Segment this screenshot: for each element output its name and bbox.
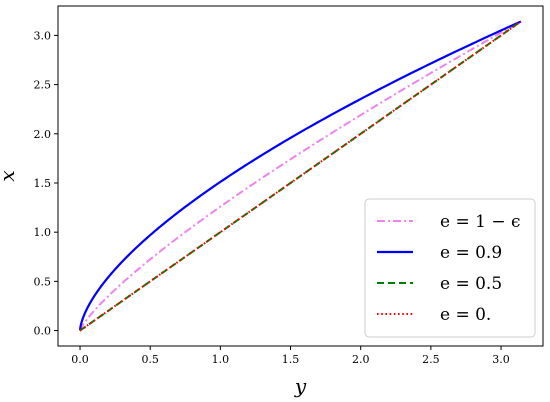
x-tick-label: 0.0 xyxy=(71,353,89,366)
legend-label-2: e = 0.5 xyxy=(440,274,502,294)
y-tick-label: 3.0 xyxy=(34,29,52,42)
legend: e = 1 − ϵ e = 0.9 e = 0.5 e = 0. xyxy=(364,198,536,338)
x-tick-label: 3.0 xyxy=(492,353,510,366)
y-tick-label: 0.0 xyxy=(34,325,52,338)
x-tick-label: 1.0 xyxy=(212,353,230,366)
x-tick-label: 0.5 xyxy=(141,353,159,366)
y-tick-label: 2.0 xyxy=(34,128,52,141)
legend-box xyxy=(364,198,536,338)
legend-label-0: e = 1 − ϵ xyxy=(440,212,521,232)
y-tick-label: 1.0 xyxy=(34,226,52,239)
plot-area xyxy=(78,20,522,332)
x-tick-label: 2.0 xyxy=(352,353,370,366)
x-tick-label: 1.5 xyxy=(282,353,300,366)
series-line-0 xyxy=(79,20,522,332)
x-tick-label: 2.5 xyxy=(422,353,440,366)
axes: 0.0 0.5 1.0 1.5 2.0 2.5 3.0 0.0 0.5 1.0 1.5 2.0 2.5 3… xyxy=(0,5,544,398)
y-tick-label: 0.5 xyxy=(34,275,52,288)
legend-label-1: e = 0.9 xyxy=(440,243,502,263)
x-axis-label: y xyxy=(294,374,307,398)
y-tick-label: 2.5 xyxy=(34,79,52,92)
legend-label-3: e = 0. xyxy=(440,305,491,325)
y-axis-label: x xyxy=(0,170,19,181)
series-line-1 xyxy=(78,20,522,332)
plot-frame xyxy=(57,5,544,347)
series-line-3 xyxy=(79,20,522,332)
y-tick-label: 1.5 xyxy=(34,177,52,190)
